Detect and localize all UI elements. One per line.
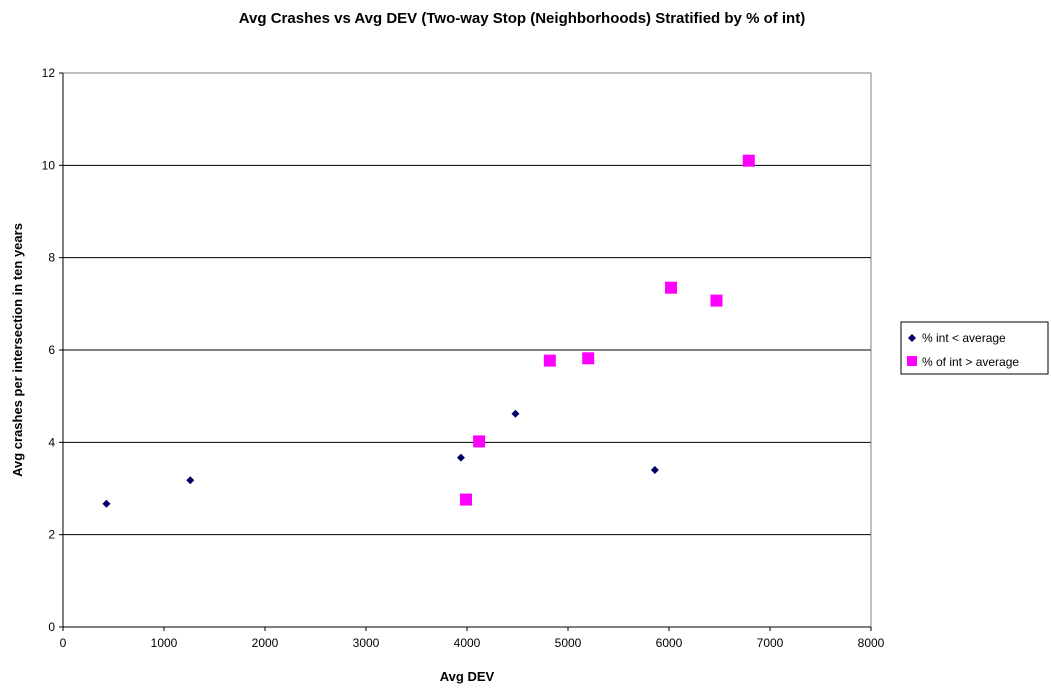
x-axis-label: Avg DEV [440,669,495,684]
data-point-square [710,294,723,307]
data-point-diamond [650,466,659,475]
legend-box [900,321,1049,375]
x-tick-label: 0 [60,636,67,650]
data-point-diamond [186,476,195,485]
axis-ticks: 0 2 4 6 8 10 12 0 1000 2000 3000 4000 5000 6000 7000 80… [42,66,885,650]
x-tick-label: 4000 [454,636,481,650]
y-tick-label: 0 [48,620,55,634]
data-point-diamond [102,499,111,508]
x-tick-label: 1000 [151,636,178,650]
data-point-diamond [511,409,520,418]
x-tick-label: 6000 [656,636,683,650]
y-tick-label: 6 [48,343,55,357]
data-point-diamond [456,453,465,462]
chart-title: Avg Crashes vs Avg DEV (Two-way Stop (Ne… [239,10,805,27]
x-tick-label: 8000 [858,636,885,650]
legend-diamond-marker [908,334,916,342]
data-point-square [459,493,472,506]
gridlines [63,72,871,536]
data-point-square [665,281,678,294]
data-point-square [582,352,595,365]
y-tick-label: 12 [42,66,56,80]
data-point-square [473,435,486,448]
x-tick-label: 3000 [353,636,380,650]
y-tick-label: 8 [48,251,55,265]
legend-label-series-1: % int < average [922,331,1006,345]
data-point-square [742,154,755,167]
legend-square-marker [907,356,917,366]
y-axis-label: Avg crashes per intersection in ten year… [10,223,25,477]
legend-label-series-2: % of int > average [922,355,1019,369]
x-tick-label: 7000 [757,636,784,650]
legend: % int < average % of int > average [900,321,1049,375]
y-tick-label: 10 [42,158,56,172]
data-points [102,154,755,508]
data-point-square [543,354,556,367]
x-tick-label: 2000 [252,636,279,650]
y-tick-label: 4 [48,435,55,449]
y-tick-label: 2 [48,528,55,542]
x-tick-label: 5000 [555,636,582,650]
